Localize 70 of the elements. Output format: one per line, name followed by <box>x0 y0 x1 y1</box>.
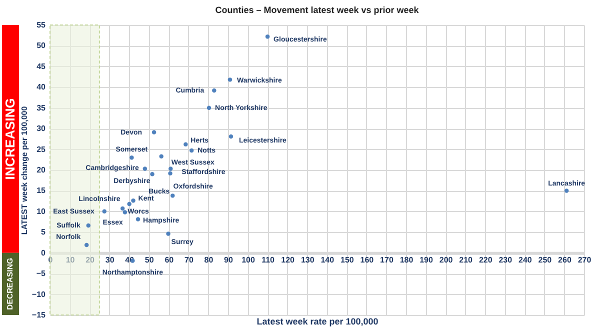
y-tick-label: 5 <box>41 228 46 237</box>
point <box>120 206 125 211</box>
x-tick-label: 150 <box>340 255 354 264</box>
x-tick-label: 260 <box>558 255 572 264</box>
point <box>228 134 234 139</box>
x-tick-label: 270 <box>578 255 592 264</box>
point <box>564 188 569 193</box>
x-tick-label: 120 <box>281 255 296 264</box>
point <box>152 130 156 134</box>
point <box>228 78 232 82</box>
point <box>189 148 194 153</box>
x-tick-label: 130 <box>300 255 315 264</box>
x-tick-label: 110 <box>262 255 276 264</box>
point <box>131 198 136 203</box>
x-tick-label: 230 <box>498 255 513 264</box>
point <box>127 202 132 206</box>
text: INCREASING <box>2 98 18 180</box>
point <box>142 166 148 171</box>
x-tick-label: 210 <box>459 255 474 264</box>
point <box>166 232 170 236</box>
y-tick-label: 35 <box>36 103 46 112</box>
x-tick-label: 180 <box>400 255 414 264</box>
y-tick-label: 45 <box>36 62 46 71</box>
x-tick-label: 80 <box>204 255 214 264</box>
y-tick-label: 40 <box>36 82 46 92</box>
point <box>168 171 172 176</box>
y-tick-label: 15 <box>36 186 46 196</box>
x-tick-label: 190 <box>420 255 434 264</box>
point <box>122 210 128 214</box>
point <box>136 217 140 222</box>
point <box>265 34 270 39</box>
x-tick-label: 90 <box>224 255 234 264</box>
x-tick-label: 140 <box>320 255 335 264</box>
point <box>150 172 154 176</box>
y-tick-label: 20 <box>36 166 46 174</box>
x-tick-label: 100 <box>242 255 256 264</box>
y-tick-label: 25 <box>36 144 46 154</box>
point <box>168 166 173 171</box>
point <box>184 142 188 146</box>
x-tick-label: 200 <box>439 255 454 264</box>
point <box>84 242 89 248</box>
y-axis-title: LATEST week change per 100,000 <box>20 106 29 235</box>
point <box>86 223 90 228</box>
x-tick-label: 60 <box>164 255 174 264</box>
x-tick-label: 70 <box>184 255 194 264</box>
y-tick-label: 30 <box>36 124 46 134</box>
x-tick-label: 30 <box>105 255 115 264</box>
x-tick-label: 220 <box>478 255 493 264</box>
x-tick-label: 250 <box>538 255 552 264</box>
y-tick-label: 0 <box>41 248 46 258</box>
y-tick-label: 55 <box>36 20 46 30</box>
x-tick-label: 10 <box>66 255 76 264</box>
y-tick-label: 50 <box>36 41 46 50</box>
x-axis-title: Latest week rate per 100,000 <box>256 316 378 326</box>
point <box>102 209 107 214</box>
chart-title: Counties – Movement latest week vs prior week <box>215 5 420 15</box>
y-tick-label: −5 <box>36 269 46 278</box>
y-tick-label: 10 <box>36 206 46 216</box>
x-tick-label: 240 <box>518 255 532 264</box>
y-tick-label: −10 <box>32 290 46 299</box>
point <box>130 155 134 160</box>
x-tick-label: 20 <box>86 255 96 264</box>
point <box>212 88 216 93</box>
y-tick-label: −15 <box>32 310 46 320</box>
x-tick-label: 170 <box>380 255 394 264</box>
point <box>170 194 175 198</box>
point <box>206 106 212 110</box>
x-tick-label: 50 <box>144 255 154 264</box>
x-tick-label: 160 <box>360 255 374 264</box>
point <box>159 154 164 158</box>
